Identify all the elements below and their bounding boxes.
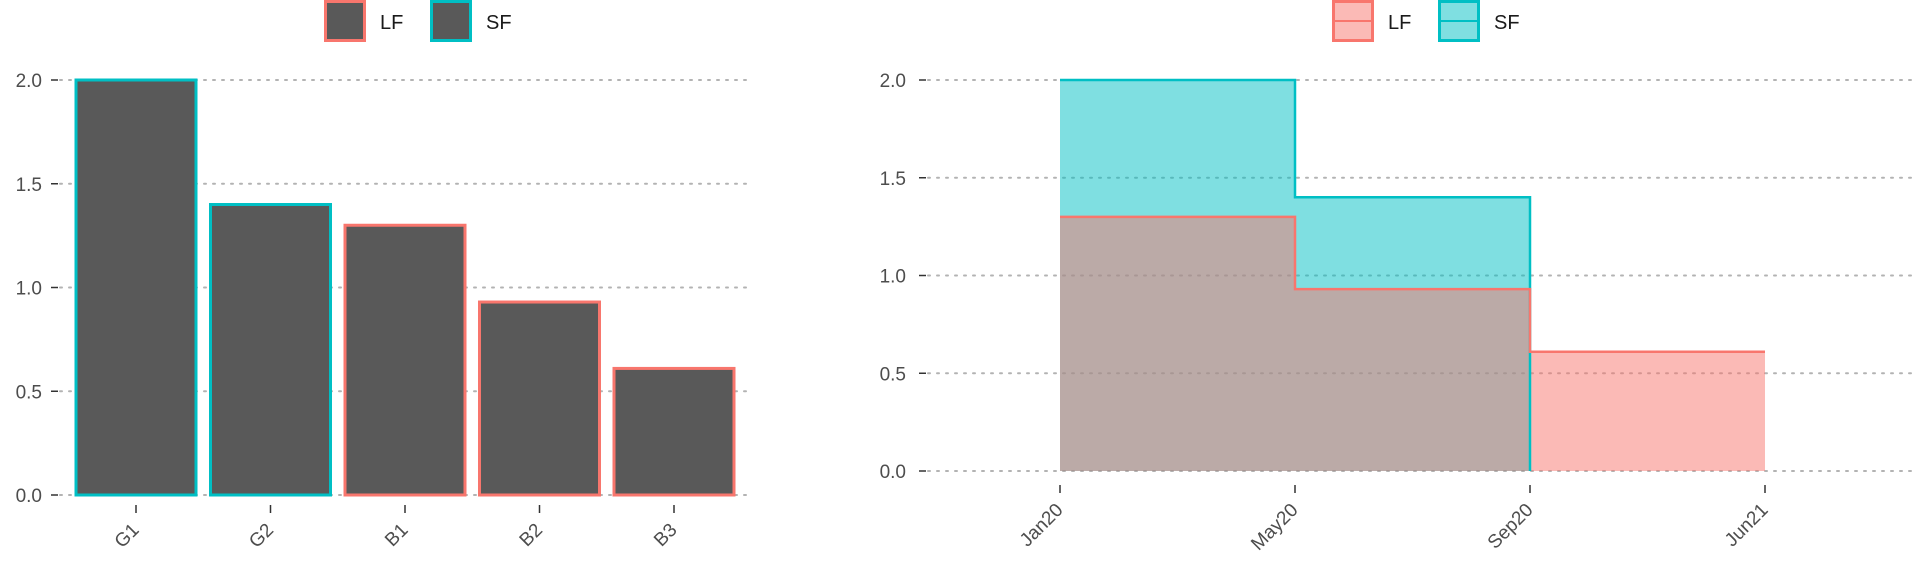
x-tick-label-b3: B3: [650, 520, 681, 551]
y-tick-label: 0.0: [880, 462, 906, 483]
x-tick-label-jun21: Jun21: [1721, 500, 1772, 551]
x-tick-label-jan20: Jan20: [1016, 500, 1067, 551]
x-tick-label-b1: B1: [381, 520, 412, 551]
bar-g2: [209, 203, 332, 497]
x-tick-label-may20: May20: [1247, 500, 1302, 555]
area-lf: [1060, 216, 1765, 471]
y-tick-label: 2.0: [16, 71, 42, 92]
legend-key-sf: [430, 0, 472, 42]
y-tick-label: 0.5: [16, 382, 42, 403]
legend-label-sf: SF: [1494, 12, 1520, 34]
y-tick-label: 1.5: [16, 175, 42, 196]
y-tick-label: 2.0: [880, 71, 906, 92]
y-tick-label: 0.5: [880, 364, 906, 385]
legend-label-lf: LF: [380, 12, 403, 34]
x-tick-label-b2: B2: [516, 520, 547, 551]
legend-label-lf: LF: [1388, 12, 1411, 34]
y-tick-label: 1.0: [16, 279, 42, 300]
line-lf: [1060, 215, 1765, 353]
bar-g1: [74, 78, 198, 497]
bar-b3: [612, 366, 736, 497]
y-tick-label: 0.0: [16, 486, 42, 507]
legend-key-lf: [324, 0, 366, 42]
bar-b1: [343, 223, 467, 497]
bar-b2: [478, 300, 601, 497]
legend-label-sf: SF: [486, 12, 512, 34]
y-tick-label: 1.5: [880, 169, 906, 190]
x-tick-label-g2: G2: [245, 520, 278, 553]
x-tick-label-sep20: Sep20: [1484, 500, 1538, 554]
y-tick-label: 1.0: [880, 267, 906, 288]
x-tick-label-g1: G1: [111, 520, 144, 553]
